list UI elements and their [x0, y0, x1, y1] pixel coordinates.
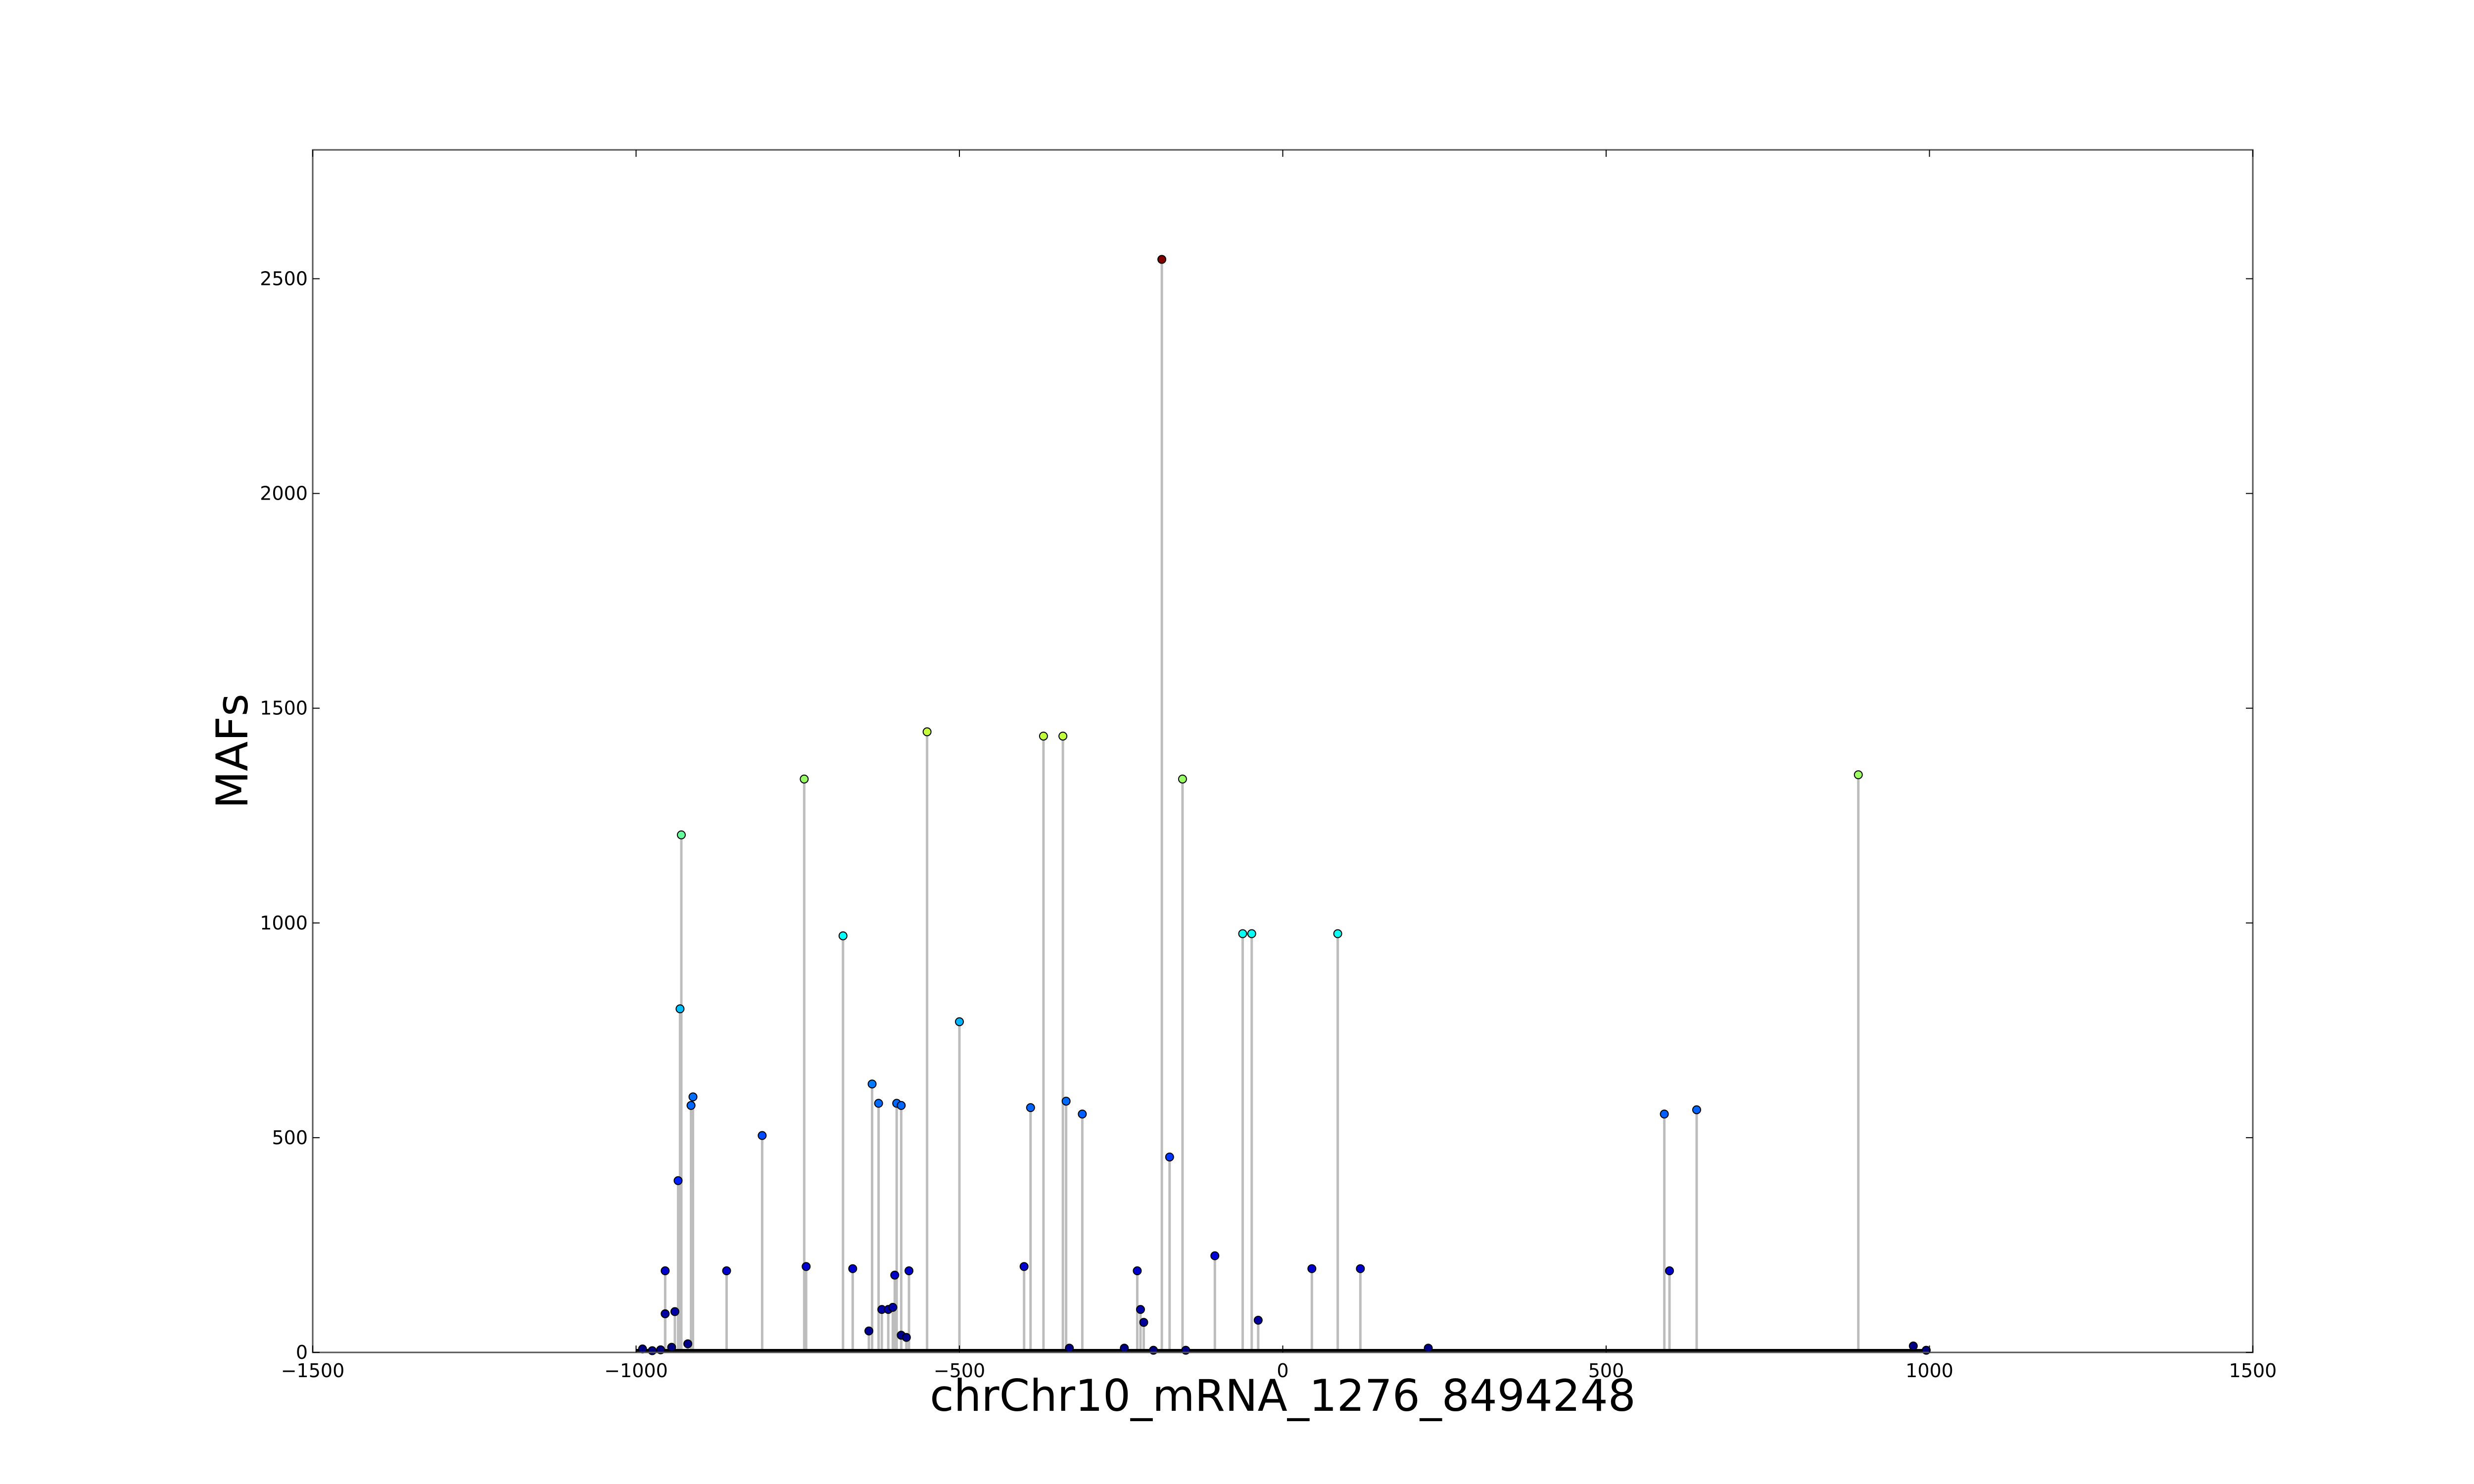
x-tick-label: −500	[934, 1360, 985, 1382]
data-point	[1238, 929, 1247, 938]
data-point	[661, 1266, 670, 1276]
data-point	[1692, 1105, 1701, 1114]
y-axis-ticks: 0 500 1000 1500 2000 2500	[260, 268, 2253, 1363]
data-point	[670, 1307, 679, 1316]
data-point	[1356, 1264, 1365, 1273]
data-point	[1333, 929, 1342, 938]
data-point	[874, 1099, 883, 1108]
data-point	[648, 1346, 657, 1355]
data-point	[904, 1266, 914, 1276]
data-point	[890, 1270, 900, 1280]
data-point	[867, 1079, 877, 1089]
x-tick-label: −1500	[281, 1360, 345, 1382]
x-axis-ticks: −1500 −1000 −500 0 500 1000 1500	[281, 150, 2277, 1382]
data-point	[661, 1309, 670, 1318]
data-point	[758, 1131, 767, 1140]
x-tick-label: 500	[1588, 1360, 1624, 1382]
data-point	[1157, 255, 1167, 264]
y-tick-label: 1000	[260, 912, 308, 934]
data-point	[922, 727, 932, 737]
data-point	[1133, 1266, 1142, 1276]
data-point	[838, 931, 848, 940]
data-point	[1178, 774, 1187, 784]
data-point	[902, 1333, 911, 1342]
data-point	[800, 774, 809, 784]
y-tick-label: 1500	[260, 697, 308, 719]
data-point	[1139, 1318, 1148, 1327]
data-point	[1120, 1344, 1129, 1353]
data-point	[802, 1262, 811, 1271]
data-point	[676, 830, 686, 839]
data-point	[667, 1343, 676, 1352]
data-point	[1165, 1152, 1174, 1161]
data-point	[1019, 1262, 1029, 1271]
y-tick-label: 2000	[260, 483, 308, 505]
data-point	[1253, 1315, 1263, 1325]
y-tick-label: 2500	[260, 268, 308, 289]
data-point	[888, 1302, 898, 1312]
data-point	[864, 1326, 874, 1336]
data-point	[1247, 929, 1256, 938]
data-point	[1307, 1264, 1317, 1273]
data-point	[897, 1101, 906, 1110]
y-tick-label: 500	[272, 1127, 308, 1149]
data-point	[675, 1004, 685, 1014]
data-point	[1065, 1344, 1074, 1353]
x-tick-label: 1500	[2229, 1360, 2277, 1382]
data-point	[1210, 1251, 1220, 1260]
x-axis-title: chrChr10_mRNA_1276_8494248	[930, 1370, 1635, 1421]
data-point	[1026, 1103, 1035, 1113]
data-point	[1136, 1305, 1145, 1314]
data-point	[673, 1176, 683, 1185]
y-axis-title: MAFs	[207, 694, 258, 809]
x-tick-label: 1000	[1905, 1360, 1953, 1382]
data-point	[1908, 1341, 1918, 1350]
y-tick-label: 0	[296, 1342, 308, 1363]
data-point	[1660, 1110, 1669, 1119]
data-point	[688, 1092, 698, 1102]
data-point	[955, 1017, 964, 1026]
data-point	[1854, 770, 1863, 780]
data-point	[686, 1101, 696, 1110]
data-point	[683, 1339, 693, 1348]
data-point	[848, 1264, 857, 1273]
data-point	[722, 1266, 731, 1276]
data-point	[1424, 1344, 1433, 1353]
x-tick-label: −1000	[604, 1360, 668, 1382]
data-point	[1058, 732, 1068, 741]
x-tick-label: 0	[1277, 1360, 1288, 1382]
stems-layer	[641, 259, 1928, 1352]
data-point	[1061, 1097, 1071, 1106]
data-point	[1078, 1110, 1087, 1119]
data-point	[1039, 732, 1048, 741]
plot-frame	[312, 149, 2254, 1353]
data-point	[1665, 1266, 1674, 1276]
points-layer	[638, 255, 1931, 1355]
